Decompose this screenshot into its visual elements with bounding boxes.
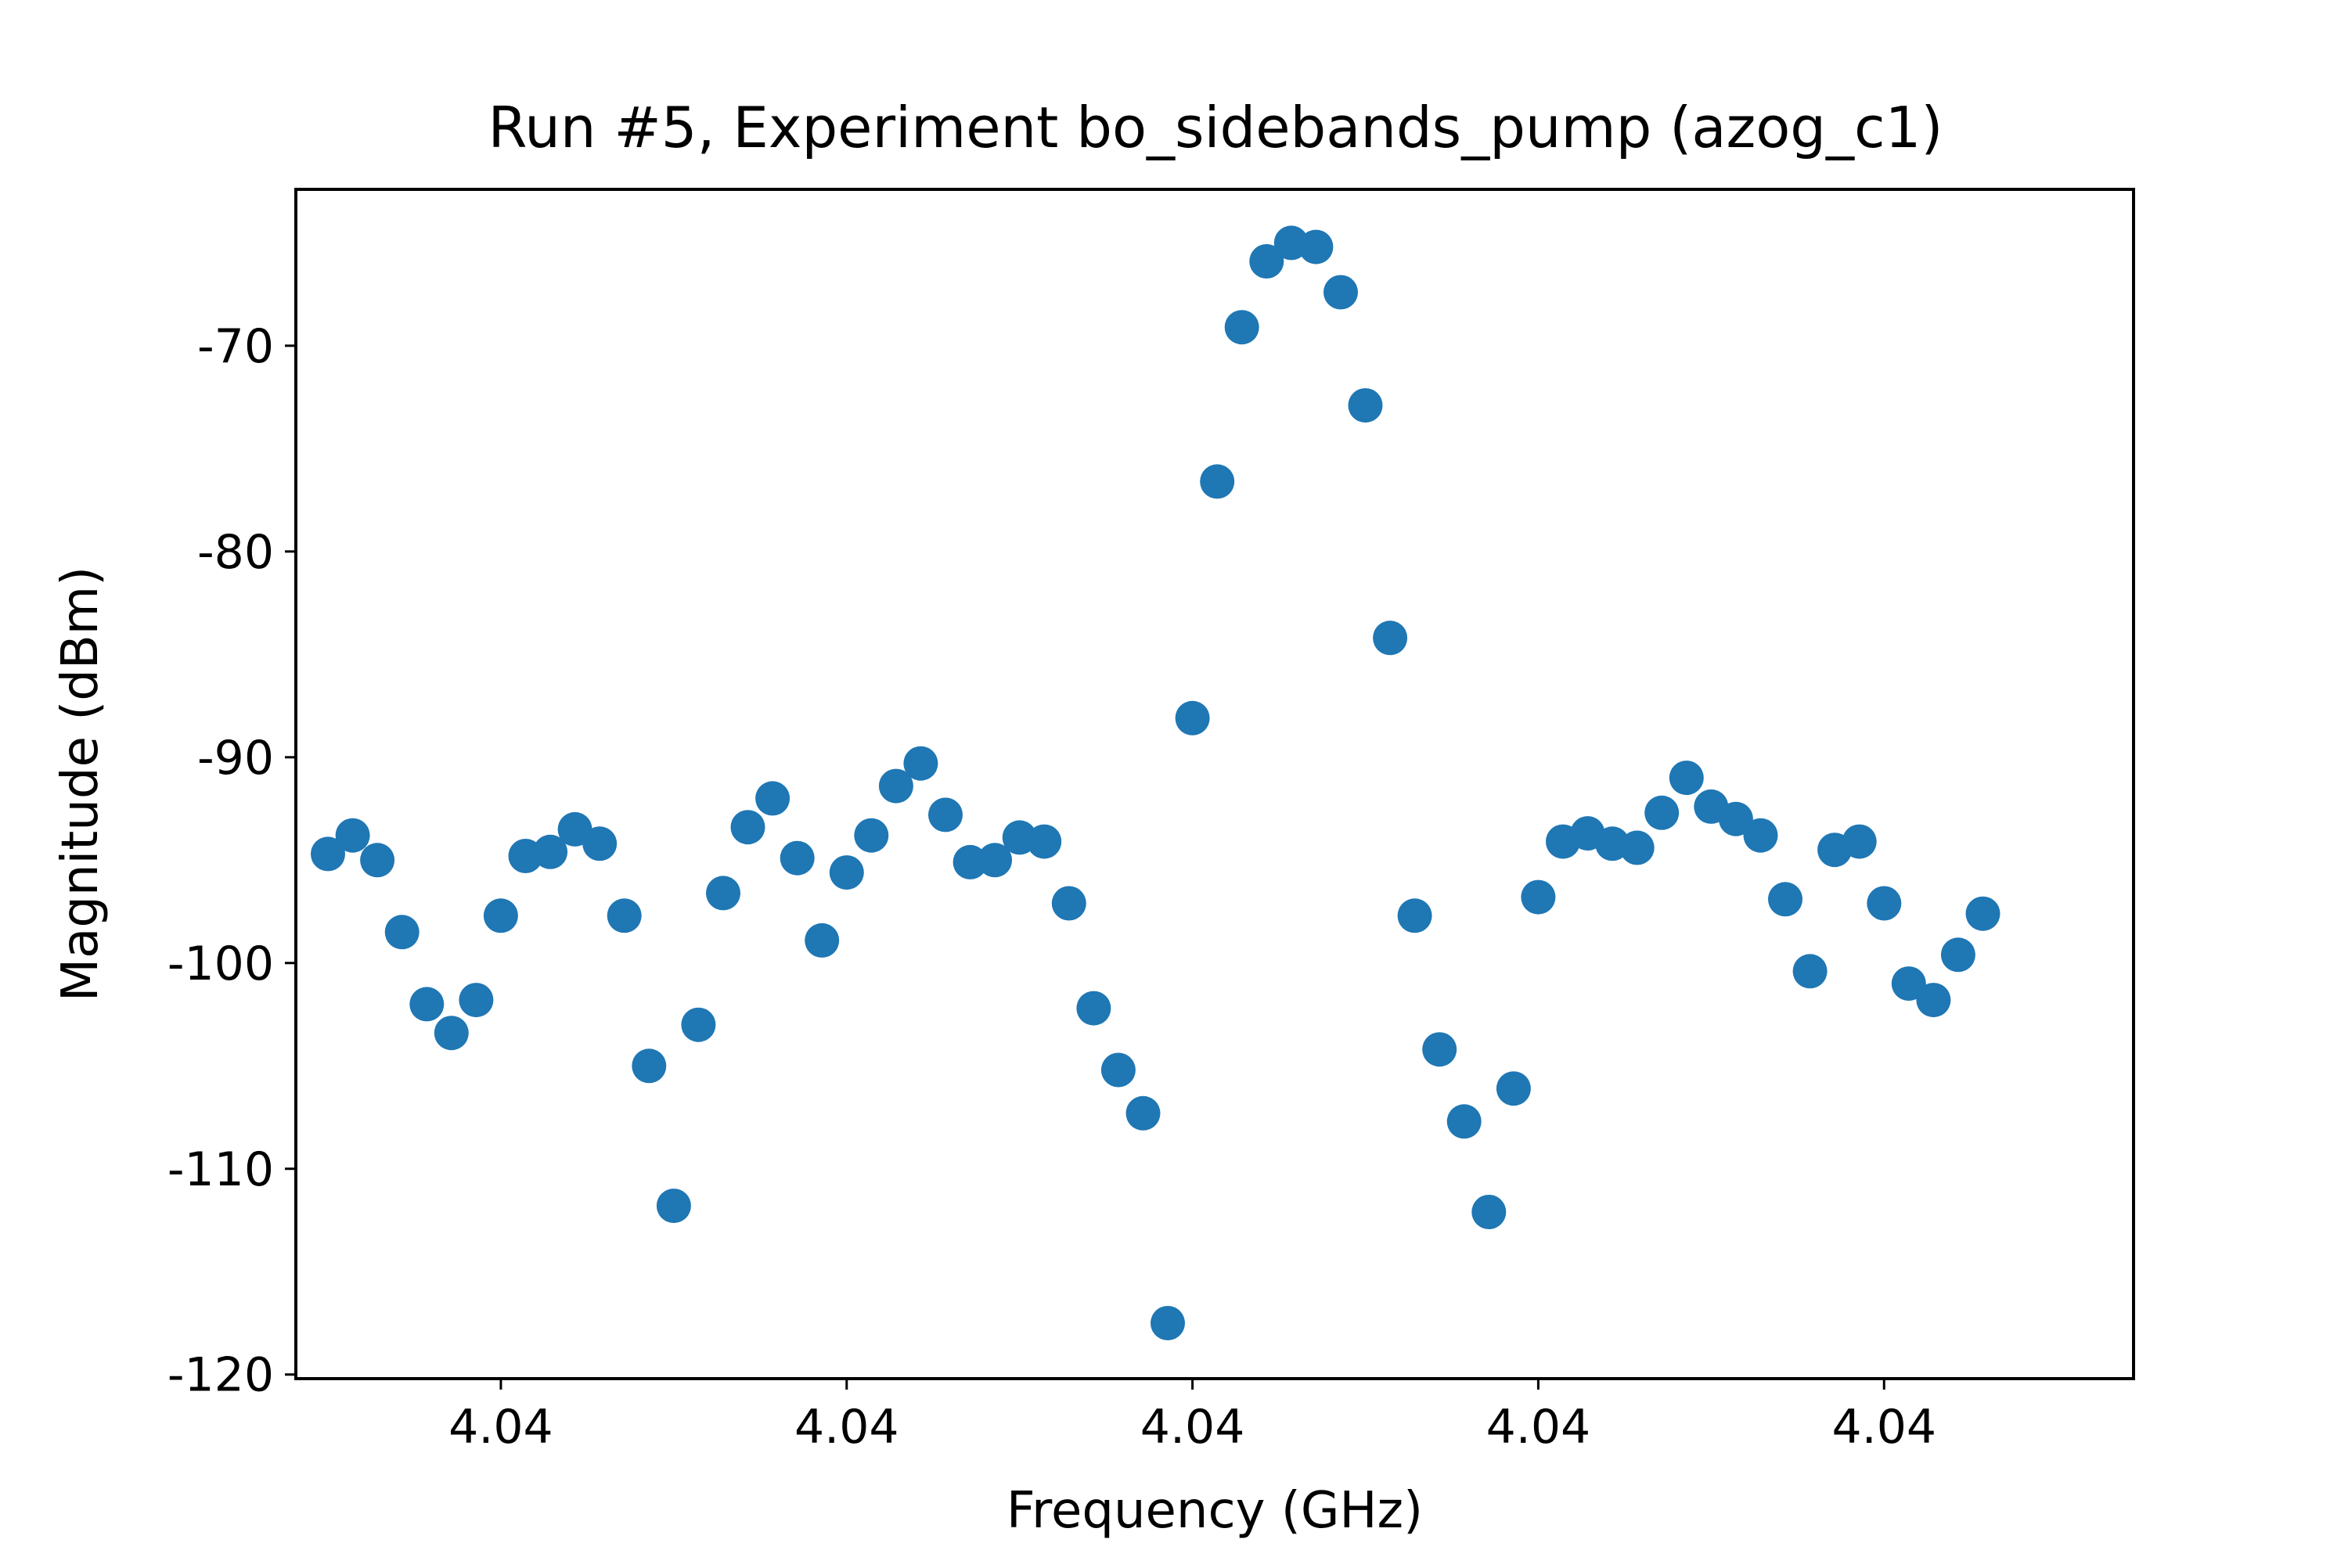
x-tick-label: 4.04 xyxy=(448,1400,553,1455)
y-tick-label: -80 xyxy=(197,525,274,580)
data-point xyxy=(1397,898,1432,933)
data-point xyxy=(755,781,790,816)
y-tick-label: -90 xyxy=(197,731,274,786)
data-point xyxy=(582,826,618,861)
data-point xyxy=(878,768,913,804)
data-point xyxy=(1867,886,1902,921)
data-point xyxy=(1348,388,1383,423)
data-point xyxy=(854,818,889,853)
data-point xyxy=(903,746,938,781)
data-point xyxy=(1940,937,1975,973)
data-point xyxy=(805,922,840,958)
x-tick-label: 4.04 xyxy=(1831,1400,1936,1455)
data-point xyxy=(780,840,815,876)
data-point xyxy=(459,983,494,1018)
y-axis-ticks: -70 -80 -90 -100 -110 -120 xyxy=(167,319,296,1403)
data-point xyxy=(1891,966,1926,1002)
data-point xyxy=(1027,824,1062,859)
y-tick-label: -110 xyxy=(167,1142,274,1197)
data-point xyxy=(360,843,395,878)
data-point xyxy=(1422,1032,1457,1067)
data-point xyxy=(607,898,642,933)
data-point xyxy=(1644,795,1680,830)
x-tick-label: 4.04 xyxy=(1140,1400,1245,1455)
x-tick-label: 4.04 xyxy=(794,1400,899,1455)
data-point xyxy=(928,797,963,833)
data-point xyxy=(1076,991,1111,1026)
data-point xyxy=(1051,886,1086,921)
data-point xyxy=(1842,824,1877,859)
data-point xyxy=(1446,1104,1482,1139)
data-point xyxy=(1916,983,1951,1018)
data-point xyxy=(632,1048,667,1084)
data-point xyxy=(829,855,864,890)
data-point xyxy=(1471,1195,1507,1229)
data-point xyxy=(656,1189,691,1224)
data-point xyxy=(978,843,1013,878)
data-point xyxy=(1224,310,1259,345)
x-tick-label: 4.04 xyxy=(1486,1400,1591,1455)
data-point xyxy=(1496,1071,1531,1106)
data-point xyxy=(706,876,740,911)
data-point xyxy=(1669,761,1704,796)
data-points xyxy=(311,225,2000,1340)
data-point xyxy=(1521,879,1556,915)
x-axis-ticks: 4.04 4.04 4.04 4.04 4.04 xyxy=(448,1379,1936,1455)
data-point xyxy=(434,1016,469,1051)
data-point xyxy=(409,987,445,1022)
data-point xyxy=(1151,1306,1185,1340)
data-point xyxy=(1298,229,1334,264)
data-point xyxy=(1965,896,2000,931)
data-point xyxy=(483,898,518,933)
data-point xyxy=(1768,882,1802,917)
data-point xyxy=(730,810,765,845)
data-point xyxy=(1323,275,1358,310)
data-point xyxy=(384,915,420,950)
data-point xyxy=(1619,830,1655,865)
data-point xyxy=(1373,620,1408,656)
y-tick-label: -70 xyxy=(197,319,274,374)
data-point xyxy=(335,818,370,853)
data-point xyxy=(953,844,988,879)
data-point xyxy=(1175,700,1210,735)
y-axis-label: Magnitude (dBm) xyxy=(52,566,110,1002)
plot-frame xyxy=(294,188,2135,1380)
data-point xyxy=(1792,954,1828,989)
data-point xyxy=(1743,818,1778,853)
y-tick-label: -100 xyxy=(167,937,274,991)
data-point xyxy=(1125,1095,1161,1131)
data-point xyxy=(681,1007,716,1042)
data-point xyxy=(1200,464,1235,499)
data-point xyxy=(1249,244,1284,279)
data-point xyxy=(1718,801,1753,836)
chart-title: Run #5, Experiment bo_sidebands_pump (az… xyxy=(488,95,1943,160)
data-point xyxy=(533,834,568,869)
y-tick-label: -120 xyxy=(167,1348,274,1403)
data-point xyxy=(1100,1052,1136,1088)
data-point xyxy=(311,836,345,872)
x-axis-label: Frequency (GHz) xyxy=(1007,1482,1423,1540)
